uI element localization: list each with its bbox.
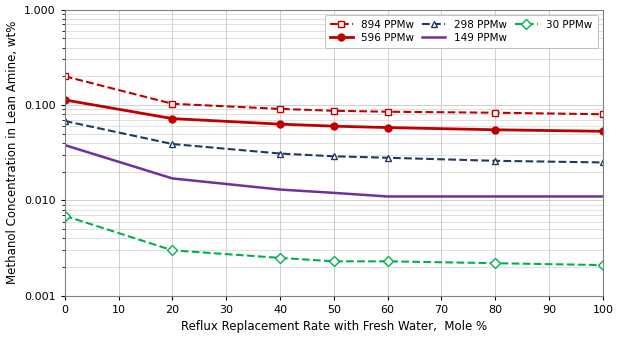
X-axis label: Reflux Replacement Rate with Fresh Water,  Mole %: Reflux Replacement Rate with Fresh Water… [181,320,487,334]
298 PPMw [169,142,176,146]
596 PPMw [599,129,607,133]
30 PPMw [276,256,284,260]
894 PPMw [384,110,391,114]
Line: 298 PPMw: 298 PPMw [61,118,607,166]
894 PPMw [330,109,337,113]
30 PPMw [491,261,499,265]
149 PPMw [384,195,391,199]
894 PPMw [169,102,176,106]
894 PPMw [61,74,69,78]
149 PPMw [61,143,69,147]
Line: 894 PPMw: 894 PPMw [61,73,607,118]
149 PPMw [330,191,337,195]
Line: 30 PPMw: 30 PPMw [61,212,607,268]
149 PPMw [599,195,607,199]
894 PPMw [599,112,607,116]
30 PPMw [61,214,69,218]
596 PPMw [169,117,176,121]
Legend: 894 PPMw, 596 PPMw, 298 PPMw, 149 PPMw, 30 PPMw: 894 PPMw, 596 PPMw, 298 PPMw, 149 PPMw, … [324,15,598,48]
30 PPMw [384,259,391,263]
Line: 149 PPMw: 149 PPMw [65,145,603,197]
30 PPMw [599,263,607,267]
298 PPMw [599,160,607,164]
298 PPMw [384,156,391,160]
Y-axis label: Methanol Concentration in Lean Amine, wt%: Methanol Concentration in Lean Amine, wt… [6,21,19,284]
894 PPMw [276,107,284,111]
Line: 596 PPMw: 596 PPMw [61,97,607,135]
298 PPMw [491,159,499,163]
30 PPMw [330,259,337,263]
30 PPMw [169,248,176,252]
149 PPMw [276,187,284,192]
596 PPMw [491,128,499,132]
596 PPMw [61,98,69,102]
596 PPMw [384,125,391,129]
149 PPMw [169,176,176,180]
894 PPMw [491,111,499,115]
298 PPMw [61,119,69,123]
298 PPMw [276,152,284,156]
596 PPMw [276,122,284,126]
298 PPMw [330,154,337,158]
149 PPMw [491,195,499,199]
596 PPMw [330,124,337,128]
